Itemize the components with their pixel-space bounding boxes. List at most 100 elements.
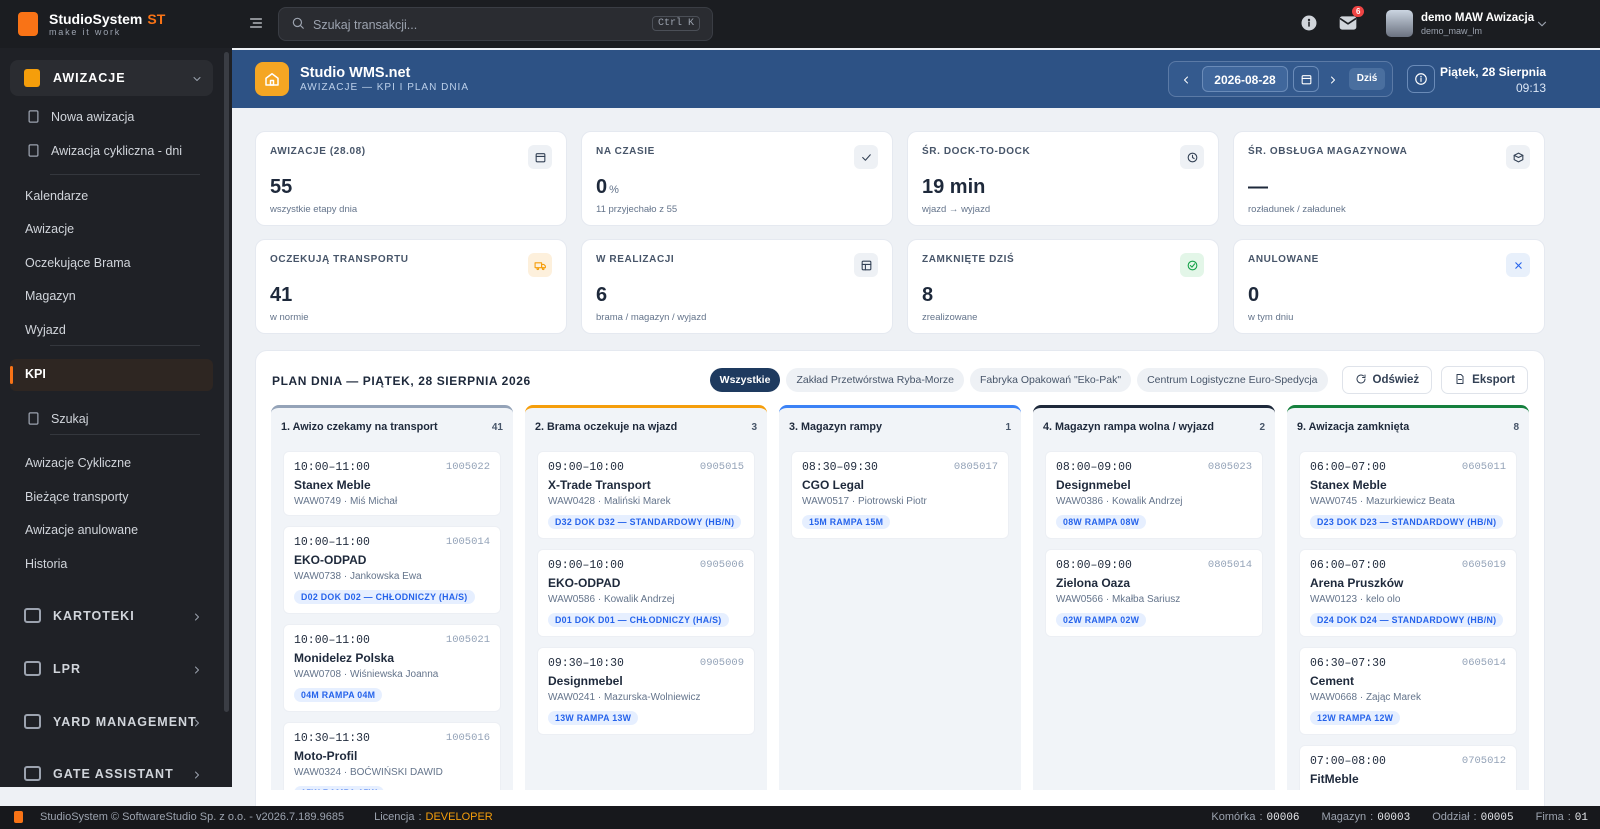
- nav-icon: [26, 411, 41, 431]
- nav-section-chevron-svg: [195, 666, 199, 674]
- user-login: demo_maw_lm: [1421, 26, 1483, 36]
- date-input[interactable]: 2026-08-28: [1202, 66, 1288, 92]
- transport-card[interactable]: 10:00–11:00 1005022 Stanex Meble WAW0749 · …: [283, 451, 501, 516]
- column-title: 2. Brama oczekuje na wjazd: [535, 421, 678, 433]
- nav-item[interactable]: Szukaj: [51, 412, 89, 426]
- prev-day[interactable]: [1180, 73, 1192, 91]
- card-tag: 15M RAMPA 15M: [802, 515, 891, 529]
- column-title: 3. Magazyn rampy: [789, 421, 883, 433]
- nav-icon: [26, 143, 41, 163]
- kpi-icon-svg: [534, 261, 546, 270]
- column-count: 2: [1259, 421, 1265, 433]
- transport-card[interactable]: 09:00–10:00 0905015 X-Trade Transport WAW04…: [537, 451, 755, 539]
- nav-item[interactable]: Bieżące transporty: [25, 490, 129, 504]
- nav-item[interactable]: KPI: [25, 367, 46, 381]
- info-button[interactable]: [1407, 65, 1435, 93]
- user-menu-chevron: [1535, 17, 1549, 36]
- nav-item[interactable]: Kalendarze: [25, 189, 89, 203]
- mail-button[interactable]: [1338, 13, 1358, 38]
- footer-stat: Oddział:00005: [1432, 811, 1513, 824]
- kpi-card: ŚR. OBSŁUGA MAGAZYNOWA — rozładunek / zała…: [1233, 131, 1545, 226]
- nav-section-title: LPR: [53, 662, 81, 676]
- nav-item[interactable]: Oczekujące Brama: [25, 256, 131, 270]
- transport-card[interactable]: 07:00–08:000705012FitMebleZS123147 · Jan…: [1299, 745, 1517, 790]
- next-day[interactable]: [1327, 73, 1339, 91]
- transport-card[interactable]: 08:00–09:00 0805014 Zielona Oaza WAW0566 · …: [1045, 549, 1263, 637]
- transport-card[interactable]: 09:00–10:00 0905006 EKO-ODPAD WAW0586 · Kow…: [537, 549, 755, 637]
- export-icon: [1454, 373, 1466, 388]
- column-title: 1. Awizo czekamy na transport: [281, 421, 438, 433]
- export-button[interactable]: Eksport: [1441, 366, 1528, 394]
- kpi-number: —: [1248, 176, 1268, 198]
- search-box[interactable]: Szukaj transakcji... Ctrl K: [278, 7, 713, 41]
- nav-section[interactable]: GATE ASSISTANT: [10, 756, 213, 792]
- transport-card[interactable]: 06:00–07:00 0605011 Stanex Meble WAW0745 · …: [1299, 451, 1517, 539]
- nav-item[interactable]: Awizacja cykliczna - dni: [51, 144, 183, 158]
- transport-card[interactable]: 06:00–07:00 0605019 Arena Pruszków WAW0123 …: [1299, 549, 1517, 637]
- transport-card[interactable]: 10:00–11:00 1005014 EKO-ODPAD WAW0738 · Jan…: [283, 526, 501, 614]
- nav-item[interactable]: Historia: [25, 557, 68, 571]
- card-time: 06:30–07:30: [1310, 657, 1386, 670]
- refresh-button[interactable]: Odśwież: [1341, 366, 1433, 394]
- tagline: make it work: [49, 27, 122, 37]
- nav-item[interactable]: Awizacje anulowane: [25, 523, 139, 537]
- section-title: AWIZACJE: [53, 71, 126, 85]
- card-time: 10:00–11:00: [294, 461, 370, 474]
- stat-label: Komórka: [1211, 811, 1256, 823]
- footer: StudioSystem © SoftwareStudio Sp. z o.o.…: [0, 806, 1600, 829]
- nav-section-chevron-svg: [195, 719, 199, 727]
- nav-item[interactable]: Wyjazd: [25, 323, 66, 337]
- filter-chip[interactable]: Zakład Przetwórstwa Ryba-Morze: [786, 368, 964, 392]
- logo-mark: [18, 12, 38, 36]
- page-title: Studio WMS.net: [300, 65, 411, 81]
- search-icon-svg: [292, 17, 304, 29]
- refresh-icon-svg: [1356, 374, 1366, 384]
- info-button[interactable]: [1300, 14, 1318, 37]
- kanban-column: 4. Magazyn rampa wolna / wyjazd 2 08:00–09…: [1033, 405, 1275, 790]
- transport-card[interactable]: 09:30–10:30 0905009 Designmebel WAW0241 · M…: [537, 647, 755, 735]
- nav-item[interactable]: Awizacje Cykliczne: [25, 456, 132, 470]
- column-header: 2. Brama oczekuje na wjazd 3: [525, 408, 767, 446]
- nav-section[interactable]: YARD MANAGEMENT: [10, 704, 213, 740]
- transport-card[interactable]: 10:30–11:30 1005016 Moto-Profil WAW0324 · B…: [283, 722, 501, 790]
- footer-left: StudioSystem © SoftwareStudio Sp. z o.o.…: [14, 811, 493, 823]
- transport-card[interactable]: 08:00–09:00 0805023 Designmebel WAW0386 · K…: [1045, 451, 1263, 539]
- transport-card[interactable]: 06:30–07:30 0605014 Cement WAW0668 · Zając …: [1299, 647, 1517, 735]
- column-title: 4. Magazyn rampa wolna / wyjazd: [1043, 421, 1214, 433]
- filter-chip[interactable]: Fabryka Opakowań "Eko-Pak": [969, 368, 1132, 392]
- today-button[interactable]: Dziś: [1349, 68, 1385, 90]
- kpi-number: 6: [596, 284, 608, 306]
- info-button-svg: [1301, 15, 1317, 31]
- nav-section[interactable]: KARTOTEKI: [10, 598, 213, 634]
- calendar-button[interactable]: [1293, 66, 1319, 92]
- card-tag: 08W RAMPA 08W: [1056, 515, 1147, 529]
- nav-item[interactable]: Nowa awizacja: [51, 110, 135, 124]
- nav-divider: [50, 434, 200, 435]
- card-top: 10:00–11:00 1005014: [294, 536, 490, 549]
- filter-chip[interactable]: Wszystkie: [709, 368, 781, 392]
- nav-item[interactable]: Awizacje: [25, 222, 75, 236]
- nav-active-bar: [10, 366, 13, 384]
- card-id: 1005014: [445, 536, 490, 548]
- transport-card[interactable]: 08:30–09:30 0805017 CGO Legal WAW0517 · Pio…: [791, 451, 1009, 539]
- kpi-sub: rozładunek / załadunek: [1248, 204, 1346, 215]
- kpi-value: —: [1248, 176, 1268, 199]
- license-value: DEVELOPER: [425, 811, 493, 823]
- card-time: 10:30–11:30: [294, 732, 370, 745]
- nav-item[interactable]: Magazyn: [25, 289, 76, 303]
- filter-chip[interactable]: Centrum Logistyczne Euro-Spedycja: [1137, 368, 1328, 392]
- kpi-value: 55: [270, 176, 292, 199]
- kpi-card: OCZEKUJĄ TRANSPORTU 41 w normie: [255, 239, 567, 334]
- transport-card[interactable]: 10:00–11:00 1005021 Monidelez Polska WAW070…: [283, 624, 501, 712]
- column-title: 9. Awizacja zamknięta: [1297, 421, 1410, 433]
- menu-toggle: [248, 15, 264, 36]
- sidebar-scrollbar: [224, 52, 229, 712]
- nav-section[interactable]: LPR: [10, 651, 213, 687]
- card-tag: 02W RAMPA 02W: [1056, 613, 1147, 627]
- app-icon: [255, 62, 289, 96]
- card-id: 1005022: [445, 461, 490, 473]
- kpi-icon-svg: [861, 260, 871, 270]
- section-awizacje[interactable]: AWIZACJE: [10, 60, 213, 96]
- avatar[interactable]: [1386, 10, 1413, 37]
- card-id: 0605014: [1461, 657, 1506, 669]
